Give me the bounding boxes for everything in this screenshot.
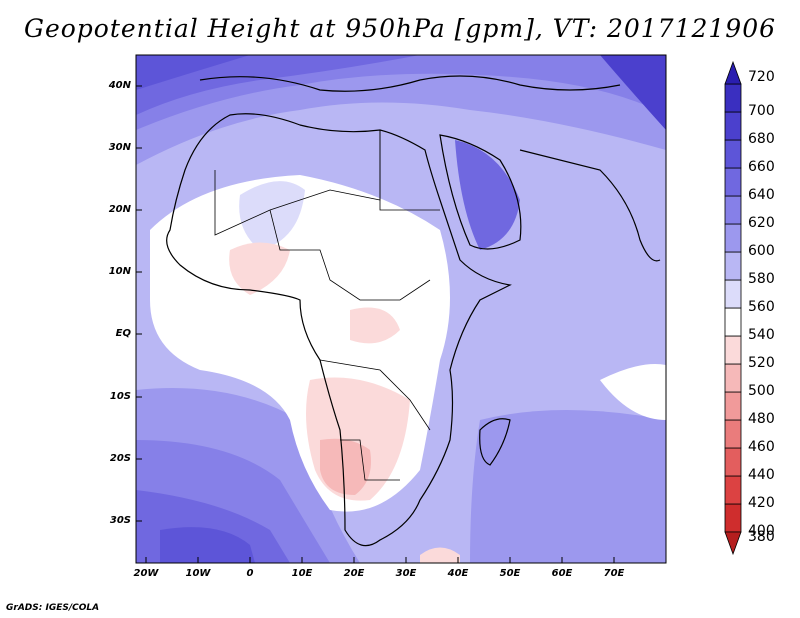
height-field bbox=[136, 55, 666, 563]
lat-label-eq: EQ bbox=[115, 328, 131, 339]
coastlines bbox=[166, 75, 661, 547]
colorbar-box bbox=[724, 475, 742, 505]
colorbar-box bbox=[724, 307, 742, 337]
colorbar-box bbox=[724, 83, 742, 113]
map-frame bbox=[135, 54, 667, 564]
colorbar-bottom-arrow bbox=[724, 531, 742, 556]
colorbar-label: 720 bbox=[748, 69, 775, 85]
colorbar-box bbox=[724, 503, 742, 533]
colorbar-box bbox=[724, 447, 742, 477]
colorbar-box bbox=[724, 419, 742, 449]
lon-label-70e: 70E bbox=[603, 568, 625, 579]
lon-label-0: 0 bbox=[246, 568, 254, 579]
lon-label-10w: 10W bbox=[185, 568, 211, 579]
lon-label-10e: 10E bbox=[291, 568, 313, 579]
colorbar-label: 540 bbox=[748, 327, 775, 343]
lat-label-30n: 30N bbox=[108, 142, 131, 153]
colorbar-top-arrow bbox=[724, 60, 742, 85]
colorbar-label: 520 bbox=[748, 355, 775, 371]
colorbar-label: 480 bbox=[748, 411, 775, 427]
lat-label-10s: 10S bbox=[109, 391, 131, 402]
colorbar-label: 400 bbox=[748, 523, 775, 539]
colorbar-box bbox=[724, 279, 742, 309]
lon-label-60e: 60E bbox=[551, 568, 573, 579]
lat-label-10n: 10N bbox=[108, 266, 131, 277]
colorbar-label: 440 bbox=[748, 467, 775, 483]
colorbar-box bbox=[724, 195, 742, 225]
axis-ticks bbox=[136, 85, 615, 563]
colorbar-box bbox=[724, 251, 742, 281]
colorbar-label: 420 bbox=[748, 495, 775, 511]
lat-label-30s: 30S bbox=[109, 515, 131, 526]
colorbar-label: 620 bbox=[748, 215, 775, 231]
colorbar-label: 680 bbox=[748, 131, 775, 147]
colorbar-box bbox=[724, 139, 742, 169]
colorbar-label: 700 bbox=[748, 103, 775, 119]
colorbar-label: 560 bbox=[748, 299, 775, 315]
colorbar-box bbox=[724, 111, 742, 141]
lon-label-50e: 50E bbox=[499, 568, 521, 579]
lat-label-20s: 20S bbox=[109, 453, 131, 464]
lon-label-40e: 40E bbox=[447, 568, 469, 579]
lat-label-40n: 40N bbox=[108, 80, 131, 91]
colorbar-label: 380 bbox=[748, 529, 775, 545]
colorbar-label: 660 bbox=[748, 159, 775, 175]
lon-label-20e: 20E bbox=[343, 568, 365, 579]
colorbar-label: 580 bbox=[748, 271, 775, 287]
lon-label-30e: 30E bbox=[395, 568, 417, 579]
country-borders bbox=[214, 130, 440, 481]
colorbar-label: 600 bbox=[748, 243, 775, 259]
colorbar-box bbox=[724, 335, 742, 365]
lat-label-20n: 20N bbox=[108, 204, 131, 215]
colorbar-label: 460 bbox=[748, 439, 775, 455]
grads-credit: GrADS: IGES/COLA bbox=[6, 603, 100, 613]
colorbar-box bbox=[724, 223, 742, 253]
colorbar-label: 640 bbox=[748, 187, 775, 203]
colorbar-box bbox=[724, 167, 742, 197]
colorbar-label: 500 bbox=[748, 383, 775, 399]
map-title: Geopotential Height at 950hPa [gpm], VT:… bbox=[23, 14, 777, 43]
colorbar-box bbox=[724, 363, 742, 393]
colorbar-box bbox=[724, 391, 742, 421]
colorbar bbox=[724, 60, 742, 556]
lon-label-20w: 20W bbox=[133, 568, 159, 579]
